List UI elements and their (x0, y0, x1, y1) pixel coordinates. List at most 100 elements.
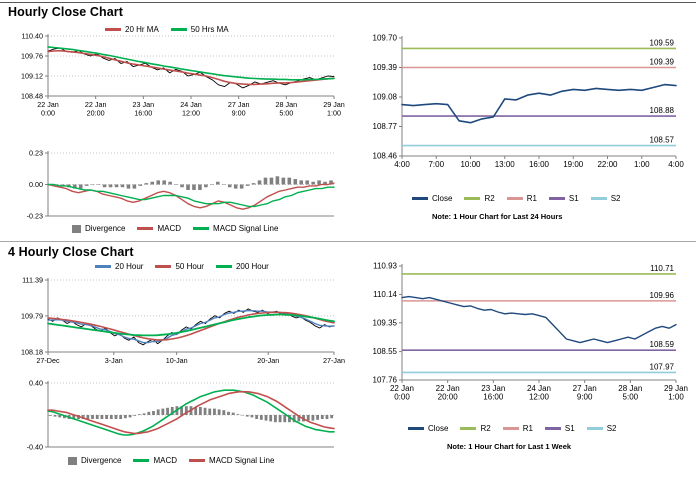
legend-label: MACD (157, 224, 182, 233)
svg-text:27 Jan: 27 Jan (228, 100, 250, 109)
legend-item-divergence: Divergence (68, 456, 121, 465)
ma50-line-swatch (170, 28, 187, 31)
svg-text:0.40: 0.40 (29, 379, 43, 388)
legend-item-200hour: 200 Hour (215, 262, 269, 271)
legend-label: 50 Hrs MA (190, 25, 229, 34)
svg-text:108.88: 108.88 (650, 106, 675, 115)
legend-item-close: Close (412, 194, 452, 203)
divergence-swatch (72, 224, 81, 233)
weekly-pivot-legend: Close R2 R1 S1 S2 (408, 424, 617, 433)
r1-line-swatch (502, 427, 519, 430)
svg-text:108.59: 108.59 (650, 340, 675, 349)
legend-item-macd: MACD (137, 224, 181, 233)
svg-text:110.40: 110.40 (22, 32, 43, 41)
svg-text:29 Jan: 29 Jan (664, 384, 688, 393)
svg-text:27-Dec: 27-Dec (36, 356, 60, 365)
svg-text:109.12: 109.12 (21, 72, 43, 81)
fourhourly-close-legend: 20 Hour 50 Hour 200 Hour (95, 262, 269, 271)
svg-text:5:00: 5:00 (279, 109, 293, 118)
r1-line-swatch (506, 197, 523, 200)
svg-text:0.00: 0.00 (29, 180, 43, 189)
svg-text:20-Jan: 20-Jan (257, 356, 279, 365)
svg-text:22 Jan: 22 Jan (390, 384, 414, 393)
weekly-pivot-note: Note: 1 Hour Chart for Last 1 Week (447, 442, 572, 451)
hourly-pivot-note: Note: 1 Hour Chart for Last 24 Hours (432, 212, 563, 221)
svg-text:109.39: 109.39 (650, 58, 675, 67)
legend-item-divergence: Divergence (72, 224, 125, 233)
legend-item-s2: S2 (586, 424, 617, 433)
svg-text:110.71: 110.71 (650, 264, 674, 273)
svg-text:1:00: 1:00 (634, 160, 650, 169)
svg-text:108.18: 108.18 (21, 348, 43, 357)
svg-text:12:00: 12:00 (182, 109, 200, 118)
legend-label: 20 Hour (115, 262, 144, 271)
legend-item-s1: S1 (548, 194, 579, 203)
svg-text:22:00: 22:00 (597, 160, 618, 169)
svg-text:23 Jan: 23 Jan (133, 100, 155, 109)
legend-label: Divergence (85, 224, 126, 233)
macd-signal-line-swatch (193, 227, 210, 230)
svg-text:0:00: 0:00 (394, 393, 410, 402)
legend-item-macd-signal: MACD Signal Line (193, 224, 278, 233)
fourhourly-macd-chart: 0.40 -0.40 (27, 379, 335, 452)
svg-text:22 Jan: 22 Jan (37, 100, 59, 109)
svg-text:16:00: 16:00 (483, 393, 504, 402)
svg-text:109.76: 109.76 (21, 52, 43, 61)
svg-text:27-Jan: 27-Jan (323, 356, 345, 365)
svg-text:108.46: 108.46 (373, 152, 398, 161)
svg-text:108.55: 108.55 (373, 347, 398, 356)
svg-text:16:00: 16:00 (529, 160, 550, 169)
svg-text:24 Jan: 24 Jan (180, 100, 202, 109)
svg-text:-0.40: -0.40 (27, 443, 43, 452)
legend-label: MACD (153, 456, 178, 465)
svg-text:22 Jan: 22 Jan (85, 100, 107, 109)
divergence-swatch (68, 456, 77, 465)
hourly-close-legend: 20 Hr MA 50 Hrs MA (105, 25, 229, 34)
legend-item-close: Close (408, 424, 448, 433)
macd-line-swatch (137, 227, 154, 230)
svg-text:109.70: 109.70 (373, 34, 398, 43)
top-divider (0, 2, 696, 3)
s2-line-swatch (586, 427, 603, 430)
svg-text:108.48: 108.48 (21, 92, 43, 101)
section1-title: Hourly Close Chart (8, 5, 124, 19)
legend-item-r2: R2 (460, 424, 491, 433)
svg-text:0:00: 0:00 (41, 109, 55, 118)
svg-text:13:00: 13:00 (495, 160, 516, 169)
svg-text:111.39: 111.39 (22, 276, 43, 285)
svg-text:29 Jan: 29 Jan (323, 100, 345, 109)
svg-text:109.79: 109.79 (21, 311, 43, 320)
svg-text:20:00: 20:00 (87, 109, 105, 118)
legend-label: S1 (568, 194, 579, 203)
svg-text:7:00: 7:00 (428, 160, 444, 169)
legend-label: S2 (610, 194, 621, 203)
fourhourly-macd-legend: Divergence MACD MACD Signal Line (68, 456, 274, 465)
legend-item-50hrma: 50 Hrs MA (170, 25, 229, 34)
svg-text:12:00: 12:00 (529, 393, 550, 402)
ma50h-line-swatch (155, 265, 172, 268)
legend-item-macd: MACD (133, 456, 177, 465)
svg-text:109.39: 109.39 (373, 63, 398, 72)
svg-text:109.59: 109.59 (650, 38, 675, 47)
legend-label: Close (432, 194, 453, 203)
legend-item-20hour: 20 Hour (95, 262, 143, 271)
svg-text:4:00: 4:00 (394, 160, 410, 169)
legend-label: S2 (606, 424, 617, 433)
legend-item-r1: R1 (502, 424, 533, 433)
svg-text:0.23: 0.23 (29, 149, 43, 158)
ma20-line-swatch (105, 28, 121, 31)
hourly-macd-legend: Divergence MACD MACD Signal Line (72, 224, 278, 233)
svg-text:24 Jan: 24 Jan (527, 384, 551, 393)
svg-text:1:00: 1:00 (668, 393, 684, 402)
legend-label: MACD Signal Line (213, 224, 279, 233)
legend-label: 20 Hr MA (125, 25, 159, 34)
svg-text:1:00: 1:00 (327, 109, 341, 118)
svg-text:16:00: 16:00 (134, 109, 152, 118)
s2-line-swatch (590, 197, 607, 200)
hourly-pivot-legend: Close R2 R1 S1 S2 (412, 194, 621, 203)
macd-signal-line-swatch (189, 459, 206, 462)
macd-line-swatch (133, 459, 150, 462)
